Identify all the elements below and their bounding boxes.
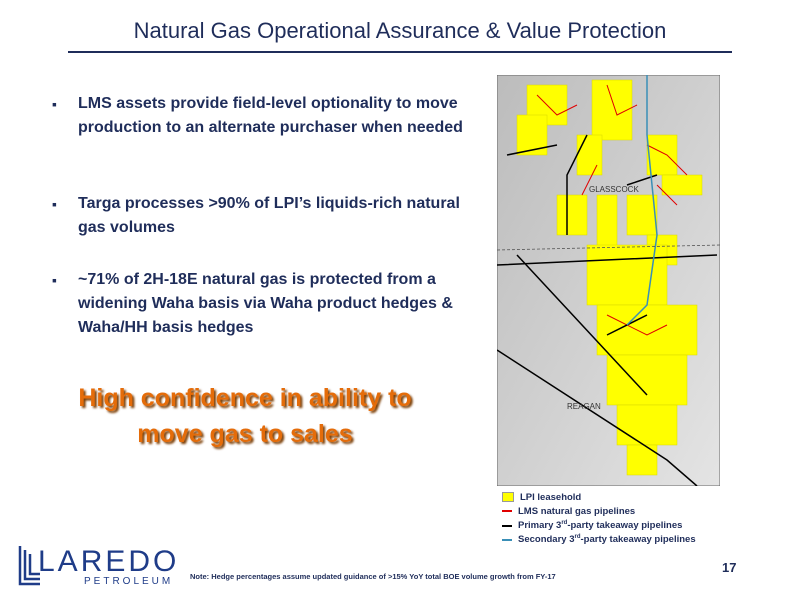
logo-text: LAREDO — [38, 545, 180, 578]
legend-item: Secondary 3rd-party takeaway pipelines — [502, 534, 696, 545]
legend-label: LMS natural gas pipelines — [518, 506, 636, 517]
bullet: ~71% of 2H-18E natural gas is protected … — [52, 268, 468, 340]
legend-label: LPI leasehold — [520, 492, 582, 503]
legend-sup: rd — [574, 534, 581, 540]
legend-label: Primary 3 — [518, 520, 562, 532]
bullet: Targa processes >90% of LPI’s liquids-ri… — [52, 192, 468, 240]
legend-sup: rd — [561, 520, 568, 526]
legend-label: -party takeaway pipelines — [580, 534, 696, 546]
callout: High confidence in ability to move gas t… — [40, 380, 450, 452]
legend-label: Secondary 3 — [518, 534, 575, 546]
callout-line: High confidence in ability to — [78, 384, 412, 412]
footnote: Note: Hedge percentages assume updated g… — [190, 572, 556, 581]
county-label: GLASSCOCK — [589, 185, 639, 194]
legend-item: LMS natural gas pipelines — [502, 506, 635, 517]
legend-item: Primary 3rd-party takeaway pipelines — [502, 520, 682, 531]
legend-item: LPI leasehold — [502, 492, 581, 503]
title: Natural Gas Operational Assurance & Valu… — [133, 18, 667, 43]
legend-label: -party takeaway pipelines — [567, 520, 683, 532]
county-label: REAGAN — [567, 402, 601, 411]
logo-mark — [18, 546, 40, 586]
bullet: LMS assets provide field-level optionali… — [52, 92, 468, 140]
callout-line: move gas to sales — [137, 420, 353, 448]
page-number: 17 — [722, 560, 737, 575]
map: GLASSCOCK REAGAN — [497, 75, 720, 486]
logo-subtext: PETROLEUM — [84, 576, 174, 587]
title-rule — [68, 51, 732, 53]
